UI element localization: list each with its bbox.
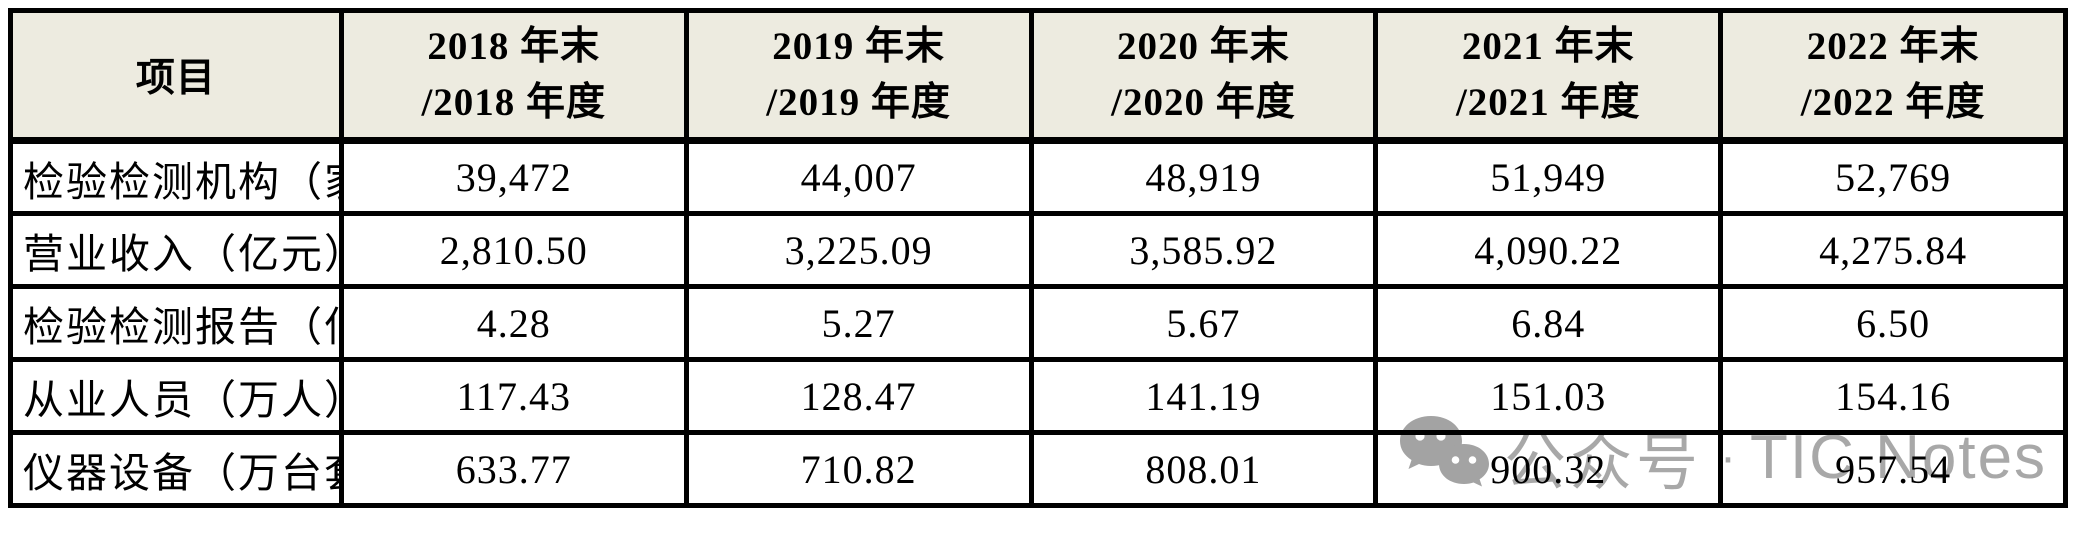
statistics-table: 项目 2018 年末 /2018 年度 2019 年末 /2019 年度 202…	[8, 8, 2068, 508]
cell-value: 808.01	[1028, 430, 1379, 508]
row-label: 营业收入（亿元）	[8, 211, 344, 289]
cell-value: 151.03	[1373, 357, 1724, 435]
table-row-equipment: 仪器设备（万台套） 633.77 710.82 808.01 900.32 95…	[8, 430, 2068, 508]
header-2018-line1: 2018 年末	[427, 25, 601, 68]
table-row-employees: 从业人员（万人） 117.43 128.47 141.19 151.03 154…	[8, 357, 2068, 435]
header-2020-line2: /2020 年度	[1111, 81, 1296, 124]
header-row: 项目 2018 年末 /2018 年度 2019 年末 /2019 年度 202…	[8, 8, 2068, 144]
header-item-label: 项目	[135, 57, 216, 100]
header-2021-line2: /2021 年度	[1455, 81, 1641, 124]
row-label: 从业人员（万人）	[8, 357, 344, 435]
cell-value: 117.43	[338, 357, 689, 435]
header-2018-line2: /2018 年度	[421, 81, 607, 124]
cell-value: 154.16	[1718, 357, 2068, 435]
cell-value: 141.19	[1028, 357, 1379, 435]
header-2022-line1: 2022 年末	[1806, 25, 1980, 68]
header-2022-line2: /2022 年度	[1800, 81, 1986, 124]
cell-value: 3,225.09	[683, 211, 1034, 289]
header-item: 项目	[8, 8, 344, 144]
cell-value: 39,472	[338, 138, 689, 216]
cell-value: 52,769	[1718, 138, 2068, 216]
table-row-revenue: 营业收入（亿元） 2,810.50 3,225.09 3,585.92 4,09…	[8, 211, 2068, 289]
header-2019-line1: 2019 年末	[772, 25, 945, 68]
cell-value: 5.27	[683, 284, 1034, 362]
header-2020-line1: 2020 年末	[1117, 25, 1290, 68]
cell-value: 128.47	[683, 357, 1034, 435]
header-2019-line2: /2019 年度	[766, 81, 951, 124]
cell-value: 6.50	[1718, 284, 2068, 362]
row-label: 检验检测报告（亿份）	[8, 284, 344, 362]
header-2019: 2019 年末 /2019 年度	[683, 8, 1034, 144]
cell-value: 44,007	[683, 138, 1034, 216]
cell-value: 3,585.92	[1028, 211, 1379, 289]
table-row-institutions: 检验检测机构（家） 39,472 44,007 48,919 51,949 52…	[8, 138, 2068, 216]
cell-value: 900.32	[1373, 430, 1724, 508]
cell-value: 4,090.22	[1373, 211, 1724, 289]
header-2021-line1: 2021 年末	[1461, 25, 1635, 68]
cell-value: 4,275.84	[1718, 211, 2068, 289]
header-2022: 2022 年末 /2022 年度	[1718, 8, 2068, 144]
cell-value: 51,949	[1373, 138, 1724, 216]
cell-value: 957.54	[1718, 430, 2068, 508]
cell-value: 710.82	[683, 430, 1034, 508]
cell-value: 6.84	[1373, 284, 1724, 362]
header-2021: 2021 年末 /2021 年度	[1373, 8, 1724, 144]
cell-value: 48,919	[1028, 138, 1379, 216]
cell-value: 5.67	[1028, 284, 1379, 362]
row-label: 仪器设备（万台套）	[8, 430, 344, 508]
cell-value: 633.77	[338, 430, 689, 508]
header-2020: 2020 年末 /2020 年度	[1028, 8, 1379, 144]
header-2018: 2018 年末 /2018 年度	[338, 8, 689, 144]
table-row-reports: 检验检测报告（亿份） 4.28 5.27 5.67 6.84 6.50	[8, 284, 2068, 362]
row-label: 检验检测机构（家）	[8, 138, 344, 216]
cell-value: 2,810.50	[338, 211, 689, 289]
cell-value: 4.28	[338, 284, 689, 362]
